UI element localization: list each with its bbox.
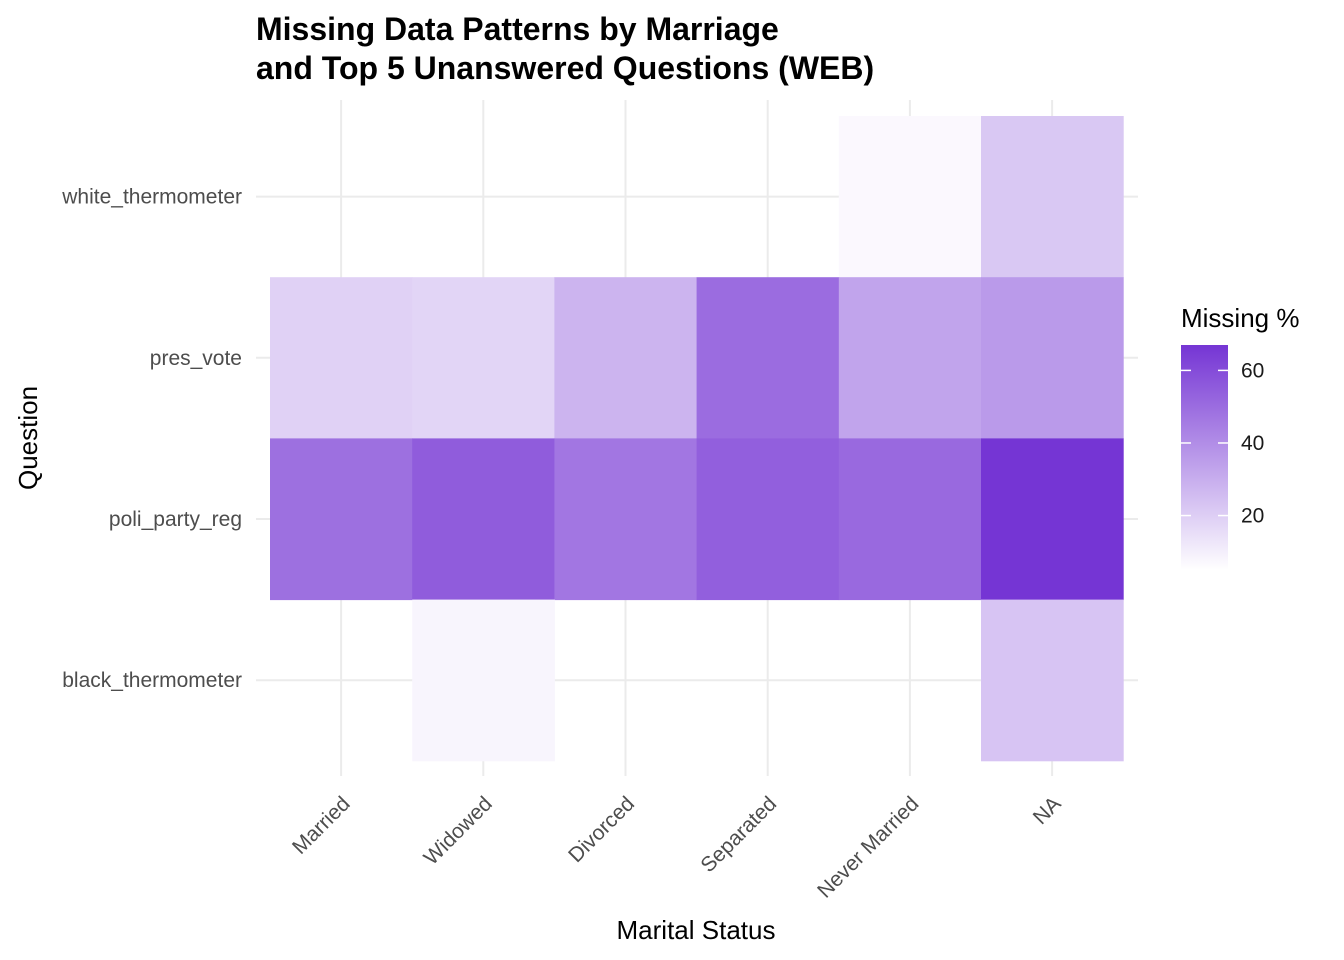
heatmap-cell: pres_vote / Never Married: 33	[838, 277, 982, 439]
chart-title-line-1: Missing Data Patterns by Marriage	[256, 11, 779, 47]
x-tick-label: Married	[288, 792, 355, 859]
x-tick-label: Separated	[696, 792, 781, 877]
y-tick-label: black_thermometer	[62, 669, 242, 692]
x-tick-label: Divorced	[564, 792, 639, 867]
heatmap-cell: pres_vote / Married: 19	[270, 277, 413, 439]
heatmap-cell: black_thermometer / Widowed: 8	[412, 599, 555, 762]
heatmap-cell: poli_party_reg / NA: 67	[981, 438, 1124, 601]
y-tick-label: pres_vote	[150, 347, 242, 370]
legend-tick-label: 60	[1241, 359, 1264, 382]
chart-title-line-2: and Top 5 Unanswered Questions (WEB)	[256, 50, 874, 86]
heatmap-cells: white_thermometer / Never Married: 7whit…	[270, 116, 1124, 762]
heatmap-cell: white_thermometer / Never Married: 7	[838, 116, 982, 278]
heatmap-cell: pres_vote / NA: 36	[981, 277, 1124, 439]
x-axis-title: Marital Status	[617, 915, 776, 945]
x-tick-label: NA	[1029, 792, 1066, 829]
legend-title: Missing %	[1181, 303, 1299, 333]
heatmap-cell: black_thermometer / NA: 23	[981, 599, 1124, 762]
x-tick-label: Widowed	[419, 792, 496, 869]
y-tick-label: poli_party_reg	[109, 508, 242, 531]
y-tick-label: white_thermometer	[61, 186, 242, 209]
y-axis-title: Question	[13, 386, 43, 490]
heatmap-cell: pres_vote / Divorced: 28	[554, 277, 698, 439]
heatmap-cell: pres_vote / Separated: 50	[696, 277, 840, 439]
legend-tick-label: 40	[1241, 432, 1264, 455]
heatmap-cell: poli_party_reg / Never Married: 51	[838, 438, 982, 601]
heatmap-cell: pres_vote / Widowed: 18	[412, 277, 555, 439]
x-tick-label: Never Married	[813, 792, 923, 902]
legend-colorbar	[1181, 345, 1228, 570]
heatmap-cell: poli_party_reg / Married: 49	[270, 438, 413, 601]
heatmap-cell: poli_party_reg / Divorced: 47	[554, 438, 698, 601]
heatmap-cell: white_thermometer / NA: 22	[981, 116, 1124, 278]
heatmap-cell: poli_party_reg / Separated: 54	[696, 438, 840, 601]
legend-tick-label: 20	[1241, 505, 1264, 528]
legend: Missing % 20 40 60	[1181, 303, 1299, 570]
heatmap-cell: poli_party_reg / Widowed: 55	[412, 438, 555, 601]
